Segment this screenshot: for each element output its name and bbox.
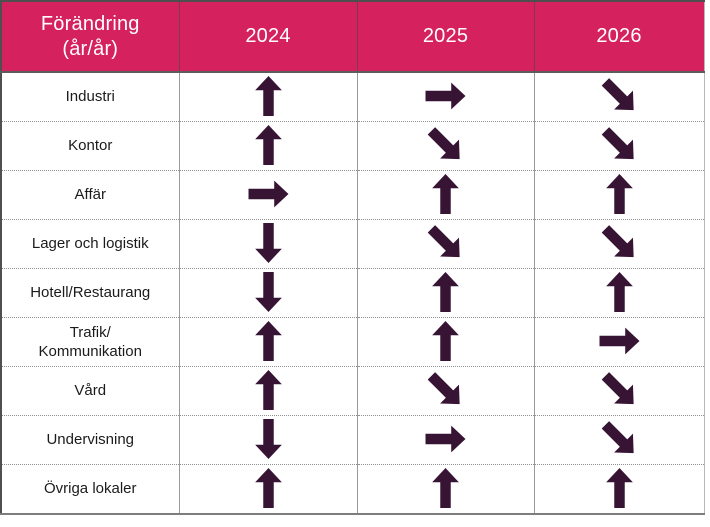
trend-arrow-icon	[245, 73, 291, 119]
row-label: Undervisning	[1, 415, 180, 465]
trend-arrow-icon	[423, 367, 469, 413]
table-row-affar: Affär	[1, 170, 704, 220]
header-row: Förändring (år/år) 2024 2025 2026	[1, 1, 704, 73]
table-row-hotell-restaurang: Hotell/Restaurang	[1, 268, 704, 318]
trend-arrow-icon	[596, 318, 642, 364]
table-row-kontor: Kontor	[1, 121, 704, 171]
trend-cell	[178, 71, 358, 122]
trend-cell	[178, 219, 358, 269]
trend-arrow-icon	[423, 318, 469, 364]
trend-arrow-icon	[245, 269, 291, 315]
trend-arrow-icon	[423, 269, 469, 315]
trend-cell	[533, 317, 704, 367]
trend-arrow-icon	[245, 367, 291, 413]
trend-cell	[356, 366, 535, 416]
trend-cell	[178, 268, 358, 318]
trend-arrow-icon	[423, 220, 469, 266]
row-label: Industri	[1, 71, 180, 122]
table-row-ovriga-lokaler: Övriga lokaler	[1, 464, 704, 515]
trend-arrow-icon	[596, 465, 642, 511]
row-label: Vård	[1, 366, 180, 416]
trend-cell	[533, 464, 704, 515]
trend-arrow-icon	[596, 367, 642, 413]
table-row-undervisning: Undervisning	[1, 415, 704, 465]
trend-cell	[356, 219, 535, 269]
trend-arrow-icon	[245, 171, 291, 217]
trend-cell	[178, 464, 358, 515]
trend-cell	[533, 268, 704, 318]
trend-cell	[533, 366, 704, 416]
trend-cell	[178, 415, 358, 465]
trend-cell	[178, 366, 358, 416]
trend-arrow-icon	[596, 122, 642, 168]
row-label: Trafik/ Kommunikation	[1, 317, 180, 367]
trend-arrow-icon	[245, 416, 291, 462]
row-label: Hotell/Restaurang	[1, 268, 180, 318]
trend-cell	[356, 170, 535, 220]
trend-table: Förändring (år/år) 2024 2025 2026 Indust…	[0, 0, 705, 515]
row-label: Övriga lokaler	[1, 464, 180, 515]
trend-cell	[178, 170, 358, 220]
trend-cell	[533, 71, 704, 122]
trend-arrow-icon	[596, 220, 642, 266]
table-row-vard: Vård	[1, 366, 704, 416]
trend-arrow-icon	[245, 318, 291, 364]
trend-arrow-icon	[596, 73, 642, 119]
trend-cell	[533, 121, 704, 171]
trend-cell	[533, 170, 704, 220]
trend-arrow-icon	[245, 122, 291, 168]
header-year-2024: 2024	[178, 1, 358, 73]
table-row-industri: Industri	[1, 71, 704, 122]
row-label: Lager och logistik	[1, 219, 180, 269]
trend-arrow-icon	[245, 220, 291, 266]
trend-cell	[356, 317, 535, 367]
header-year-2026: 2026	[533, 1, 704, 73]
table-row-trafik-kommunikation: Trafik/ Kommunikation	[1, 317, 704, 367]
trend-cell	[356, 464, 535, 515]
row-label: Kontor	[1, 121, 180, 171]
trend-cell	[356, 268, 535, 318]
trend-arrow-icon	[596, 416, 642, 462]
table-row-lager-och-logistik: Lager och logistik	[1, 219, 704, 269]
trend-cell	[533, 219, 704, 269]
trend-cell	[178, 121, 358, 171]
trend-arrow-icon	[423, 171, 469, 217]
trend-cell	[356, 121, 535, 171]
trend-arrow-icon	[596, 171, 642, 217]
header-year-2025: 2025	[356, 1, 535, 73]
trend-cell	[533, 415, 704, 465]
trend-cell	[356, 415, 535, 465]
header-category: Förändring (år/år)	[1, 1, 180, 73]
trend-cell	[178, 317, 358, 367]
trend-arrow-icon	[423, 416, 469, 462]
trend-arrow-icon	[423, 122, 469, 168]
trend-arrow-icon	[423, 465, 469, 511]
trend-arrow-icon	[245, 465, 291, 511]
trend-arrow-icon	[423, 73, 469, 119]
trend-arrow-icon	[596, 269, 642, 315]
row-label: Affär	[1, 170, 180, 220]
trend-cell	[356, 71, 535, 122]
